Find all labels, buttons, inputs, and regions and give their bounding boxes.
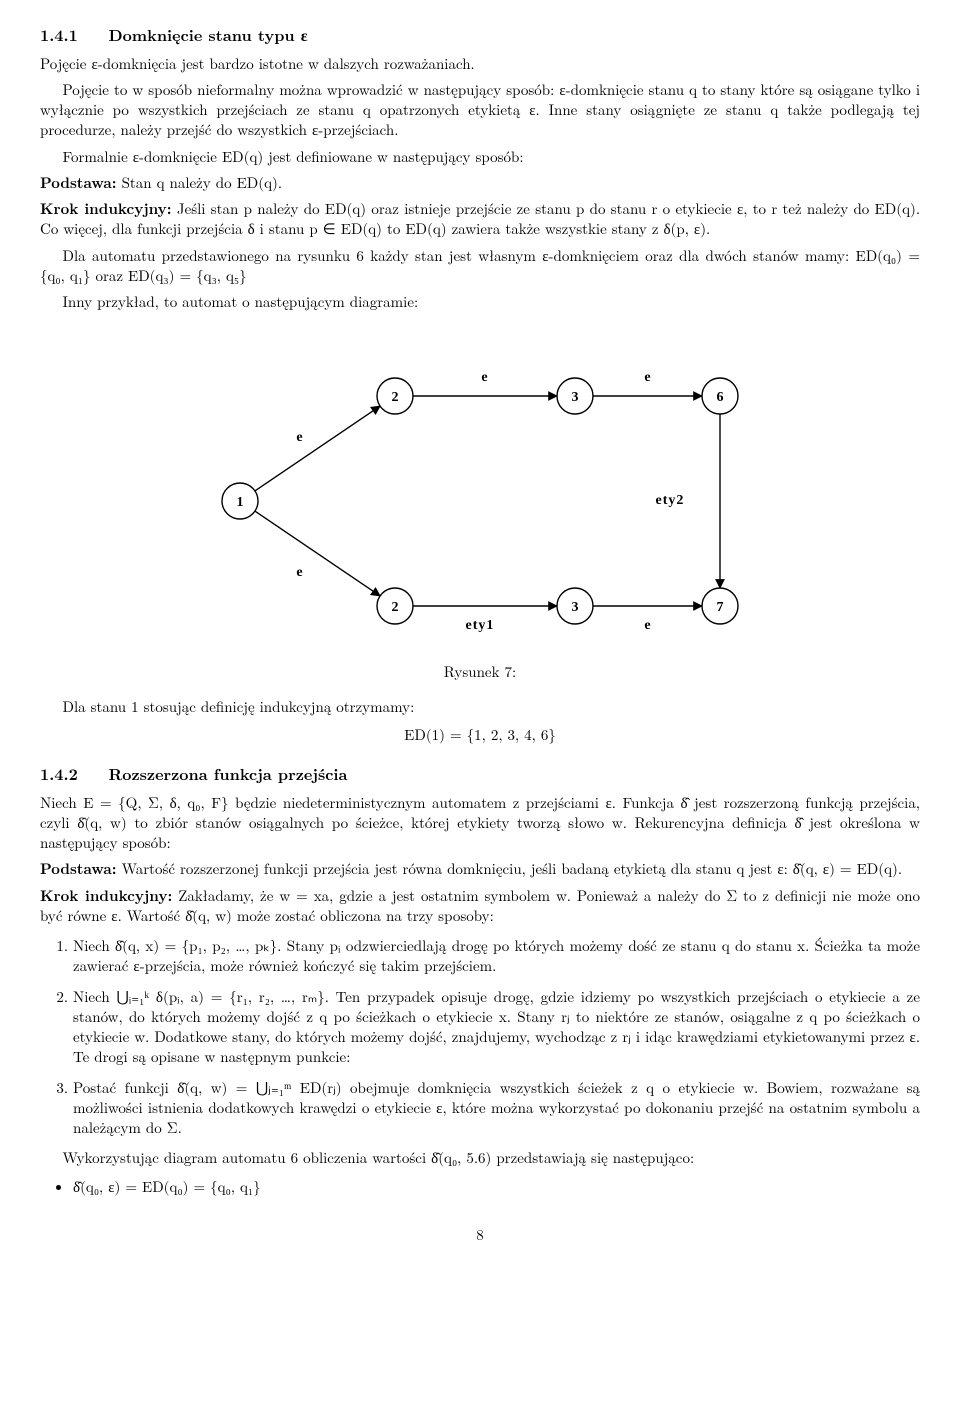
krok-2-text: Zakładamy, że w = xa, gdzie a jest ostat… <box>40 885 920 926</box>
para-1: Pojęcie ε-domknięcia jest bardzo istotne… <box>40 54 920 74</box>
svg-text:e: e <box>644 618 651 633</box>
podstawa-2-text: Wartość rozszerzonej funkcji przejścia j… <box>117 858 902 879</box>
para-3: Formalnie ε-domknięcie ED(q) jest defini… <box>40 147 920 167</box>
equation-ed1: ED(1) = {1, 2, 3, 4, 6} <box>40 725 920 745</box>
svg-text:e: e <box>481 370 488 385</box>
podstawa-2-label: Podstawa: <box>40 858 117 879</box>
section-142-title: Rozszerzona funkcja przejścia <box>108 762 347 785</box>
krok-1-text: Jeśli stan p należy do ED(q) oraz istnie… <box>40 198 920 239</box>
section-141-number: 1.4.1 <box>40 23 78 46</box>
section-141-title: Domknięcie stanu typu ε <box>108 23 307 46</box>
krok-1-label: Krok indukcyjny: <box>40 198 172 219</box>
krok-1: Krok indukcyjny: Jeśli stan p należy do … <box>40 199 920 240</box>
figure-7-caption: Rysunek 7: <box>40 662 920 682</box>
svg-text:2: 2 <box>392 390 399 405</box>
para-2: Pojęcie to w sposób nieformalny można wp… <box>40 80 920 141</box>
enum-item-1: Niech δ̂(q, x) = {p₁, p₂, …, pₖ}. Stany … <box>73 936 920 977</box>
section-142-heading: 1.4.2 Rozszerzona funkcja przejścia <box>40 763 920 785</box>
enum-item-3: Postać funkcji δ̂(q, w) = ⋃ⱼ₌₁ᵐ ED(rⱼ) o… <box>73 1078 920 1139</box>
podstawa-1-text: Stan q należy do ED(q). <box>117 172 282 193</box>
svg-text:3: 3 <box>572 390 579 405</box>
para-5: Inny przykład, to automat o następującym… <box>40 292 920 312</box>
para-7: Niech E = {Q, Σ, δ, q₀, F} będzie niedet… <box>40 793 920 854</box>
svg-text:e: e <box>296 430 303 445</box>
para-4: Dla automatu przedstawionego na rysunku … <box>40 246 920 287</box>
svg-text:e: e <box>644 370 651 385</box>
bullet-list: δ̂(q₀, ε) = ED(q₀) = {q₀, q₁} <box>40 1177 920 1197</box>
figure-7-diagram: e e e ety2 e ety1 e 1 2 3 6 2 3 7 <box>40 326 920 656</box>
podstawa-1: Podstawa: Stan q należy do ED(q). <box>40 173 920 193</box>
para-8: Wykorzystując diagram automatu 6 oblicze… <box>40 1148 920 1168</box>
page-number: 8 <box>40 1225 920 1245</box>
svg-text:2: 2 <box>392 600 399 615</box>
podstawa-1-label: Podstawa: <box>40 172 117 193</box>
enumerated-list: Niech δ̂(q, x) = {p₁, p₂, …, pₖ}. Stany … <box>40 936 920 1138</box>
svg-text:ety2: ety2 <box>656 493 685 508</box>
krok-2-label: Krok indukcyjny: <box>40 885 172 906</box>
bullet-item-1: δ̂(q₀, ε) = ED(q₀) = {q₀, q₁} <box>73 1177 920 1197</box>
para-6: Dla stanu 1 stosując definicję indukcyjn… <box>40 697 920 717</box>
svg-text:6: 6 <box>717 390 724 405</box>
svg-text:e: e <box>296 565 303 580</box>
section-141-heading: 1.4.1 Domknięcie stanu typu ε <box>40 24 920 46</box>
svg-text:ety1: ety1 <box>466 618 495 633</box>
svg-text:1: 1 <box>237 495 244 510</box>
enum-item-2: Niech ⋃ᵢ₌₁ᵏ δ(pᵢ, a) = {r₁, r₂, …, rₘ}. … <box>73 987 920 1068</box>
krok-2: Krok indukcyjny: Zakładamy, że w = xa, g… <box>40 886 920 927</box>
podstawa-2: Podstawa: Wartość rozszerzonej funkcji p… <box>40 859 920 879</box>
section-142-number: 1.4.2 <box>40 762 78 785</box>
svg-text:3: 3 <box>572 600 579 615</box>
svg-text:7: 7 <box>717 600 724 615</box>
